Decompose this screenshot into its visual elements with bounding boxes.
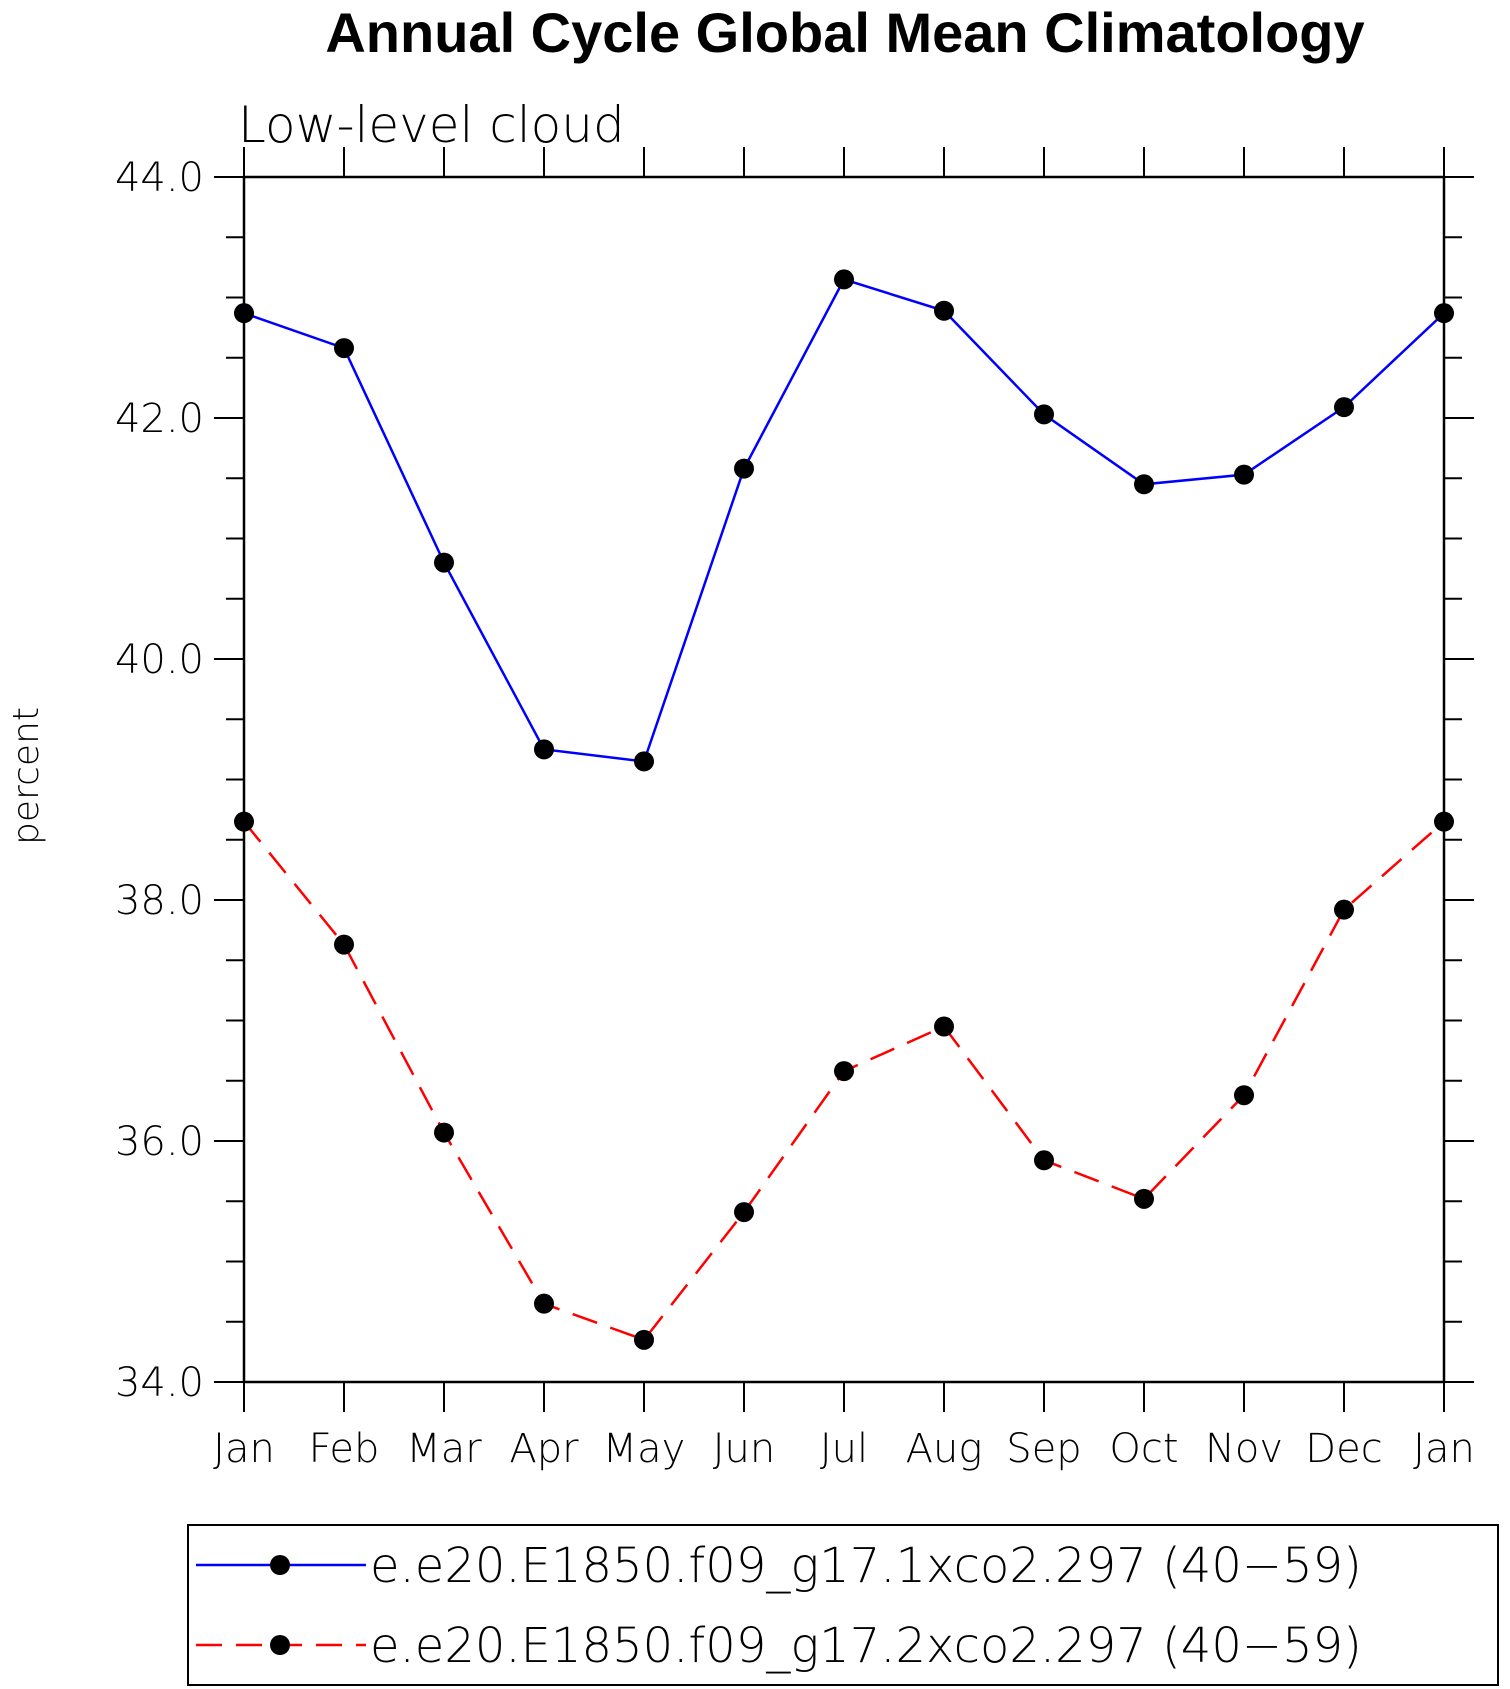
series-1-point <box>1034 404 1054 425</box>
series-2-point <box>234 811 254 832</box>
chart-title: Annual Cycle Global Mean Climatology <box>325 1 1364 64</box>
legend: e.e20.E1850.f09_g17.1xco2.297 (40−59) e.e… <box>187 1524 1499 1686</box>
legend-label-1: e.e20.E1850.f09_g17.1xco2.297 (40−59) <box>370 1538 1362 1594</box>
y-tick-label: 42.0 <box>115 396 204 442</box>
x-tick-label: May <box>603 1426 686 1472</box>
x-tick-label: Jan <box>213 1426 275 1472</box>
series-1-point <box>434 552 454 573</box>
series-2-point <box>434 1122 454 1143</box>
series-line-1 <box>243 277 1445 763</box>
x-tick-label: Sep <box>1006 1426 1081 1472</box>
plot-axes <box>242 175 1446 1384</box>
plot-frame <box>242 175 1446 1384</box>
y-tick-label: 38.0 <box>115 878 204 924</box>
series-1-point <box>1434 303 1454 324</box>
series-2-point <box>1334 899 1354 920</box>
x-tick-label: Mar <box>406 1426 482 1472</box>
series-2-point <box>1034 1150 1054 1171</box>
y-tick-label: 34.0 <box>115 1360 204 1406</box>
series-2-point <box>1434 811 1454 832</box>
x-tick-label: Nov <box>1205 1426 1283 1472</box>
y-tick-label: 36.0 <box>115 1119 204 1165</box>
x-tick-label: Oct <box>1109 1426 1178 1472</box>
series-2-point <box>834 1061 854 1082</box>
y-tick-label: 44.0 <box>115 155 204 201</box>
series-1-point <box>634 751 654 772</box>
y-axis-ticks: 34.0 36.0 38.0 40.0 42.0 44.0 <box>115 155 1474 1406</box>
series-1-point <box>1234 464 1254 485</box>
legend-marker-1 <box>270 1555 290 1575</box>
series-2-point <box>534 1293 554 1314</box>
series-1-point <box>334 338 354 359</box>
x-tick-label: Jan <box>1413 1426 1475 1472</box>
series-1-point <box>834 269 854 290</box>
y-axis-label: percent <box>6 707 47 845</box>
x-tick-label: Dec <box>1305 1426 1382 1472</box>
series-1-point <box>234 303 254 324</box>
legend-box <box>187 1524 1499 1686</box>
x-tick-label: Apr <box>509 1426 579 1472</box>
series-2-point <box>334 934 354 955</box>
series-1-point <box>734 458 754 479</box>
series-1-point <box>1334 397 1354 418</box>
x-tick-label: Jun <box>713 1426 776 1472</box>
series-2-point <box>934 1016 954 1037</box>
series-1-point <box>534 739 554 760</box>
y-tick-label: 40.0 <box>115 637 204 683</box>
series-2-point <box>734 1202 754 1223</box>
series-2-point <box>1234 1085 1254 1106</box>
series-1-point <box>934 300 954 321</box>
series-2-point <box>634 1329 654 1350</box>
series-1-point <box>1134 474 1154 495</box>
x-tick-label: Aug <box>906 1426 983 1472</box>
legend-label-2: e.e20.E1850.f09_g17.2xco2.297 (40−59) <box>370 1618 1362 1674</box>
series-layer <box>234 269 1454 1350</box>
x-tick-label: Feb <box>309 1426 380 1472</box>
x-axis-ticks: Jan Feb Mar Apr May Jun Jul Aug Sep Oct Nov Dec Jan <box>213 147 1475 1472</box>
series-2-point <box>1134 1188 1154 1209</box>
legend-marker-2 <box>270 1635 290 1655</box>
x-tick-label: Jul <box>820 1426 868 1472</box>
chart-subtitle: Low-level cloud <box>238 96 625 154</box>
